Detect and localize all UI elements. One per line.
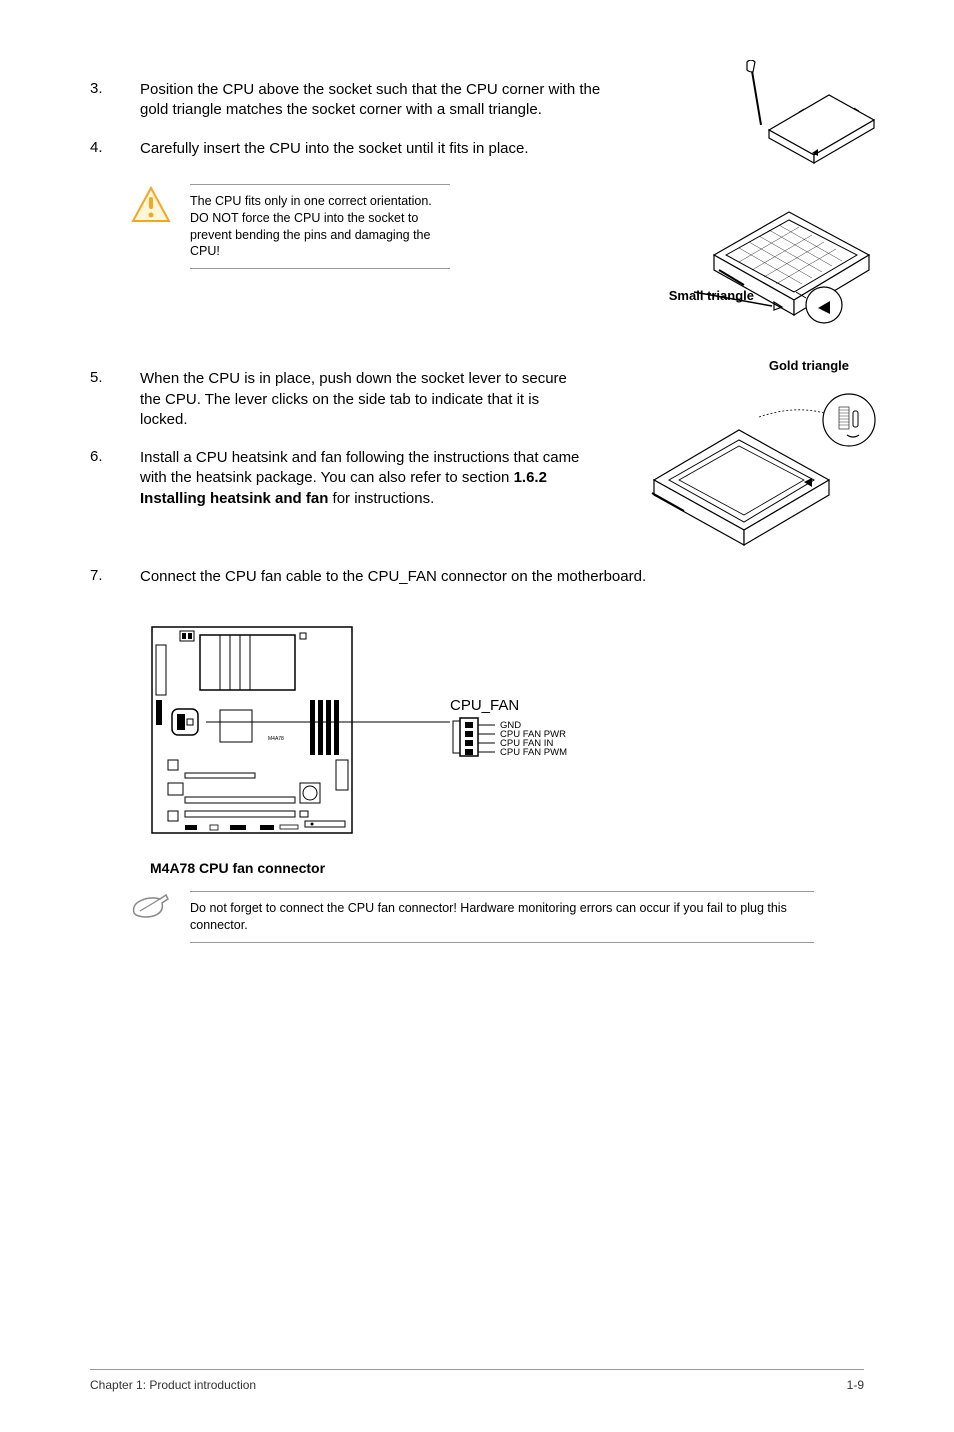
step-number: 6. — [90, 448, 140, 509]
diagram-caption: M4A78 CPU fan connector — [150, 860, 864, 876]
step-text: When the CPU is in place, push down the … — [140, 369, 590, 430]
step-text: Position the CPU above the socket such t… — [140, 80, 630, 121]
warning-triangle-icon — [130, 184, 172, 226]
step-text: Install a CPU heatsink and fan following… — [140, 448, 590, 509]
warning-text: The CPU fits only in one correct orienta… — [190, 184, 450, 270]
step-text: Carefully insert the CPU into the socket… — [140, 139, 630, 159]
step-5: 5. When the CPU is in place, push down t… — [90, 369, 590, 430]
pin-label-pwm: CPU FAN PWM — [500, 747, 567, 758]
label-gold-triangle: Gold triangle — [769, 358, 849, 373]
step-6: 6. Install a CPU heatsink and fan follow… — [90, 448, 590, 509]
step-7: 7. Connect the CPU fan cable to the CPU_… — [90, 567, 864, 587]
step-3: 3. Position the CPU above the socket suc… — [90, 80, 630, 121]
step-number: 4. — [90, 139, 140, 159]
note-text: Do not forget to connect the CPU fan con… — [190, 891, 814, 943]
page-footer: Chapter 1: Product introduction 1-9 — [90, 1369, 864, 1392]
step-number: 5. — [90, 369, 140, 430]
pencil-note-icon — [130, 891, 172, 923]
cpu-socket-diagram-insertion — [654, 60, 884, 360]
motherboard-fan-connector-diagram: M4A78 CPU_FAN GND CPU FAN PWR CPU FAN IN… — [150, 625, 650, 845]
footer-page-number: 1-9 — [847, 1378, 864, 1392]
step-number: 7. — [90, 567, 140, 587]
connector-title: CPU_FAN — [450, 697, 519, 714]
step-4: 4. Carefully insert the CPU into the soc… — [90, 139, 630, 159]
warning-callout: The CPU fits only in one correct orienta… — [130, 184, 450, 270]
step-text: Connect the CPU fan cable to the CPU_FAN… — [140, 567, 864, 587]
board-model-label: M4A78 — [268, 736, 284, 742]
step6-post: for instructions. — [328, 490, 434, 507]
footer-chapter: Chapter 1: Product introduction — [90, 1378, 256, 1392]
step-number: 3. — [90, 80, 140, 121]
cpu-socket-diagram-locked — [644, 385, 884, 565]
note-callout: Do not forget to connect the CPU fan con… — [130, 891, 864, 943]
label-small-triangle: Small triangle — [669, 288, 754, 303]
